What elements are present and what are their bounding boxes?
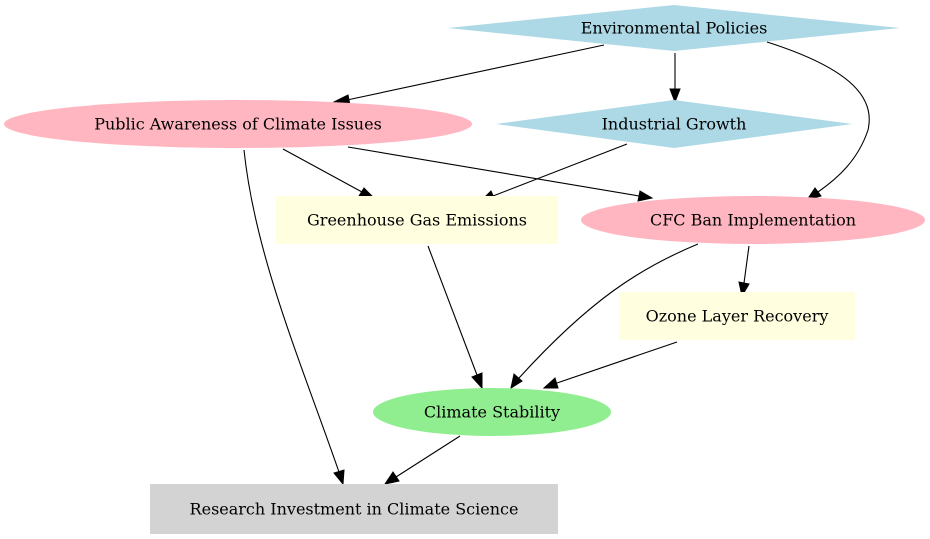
node-ozone-recovery-shape <box>619 292 855 340</box>
node-public-awareness-shape <box>4 100 472 148</box>
node-cfc-ban-shape <box>581 196 925 244</box>
node-public-awareness[interactable]: Public Awareness of Climate Issues <box>4 100 472 148</box>
node-industrial-growth[interactable]: Industrial Growth <box>496 100 852 148</box>
edge-public-awareness-to-research-investment <box>243 149 345 486</box>
edge-industrial-growth-to-greenhouse-gas <box>479 143 628 202</box>
node-industrial-growth-shape <box>496 100 852 148</box>
node-environmental-policies-label: Environmental Policies <box>581 19 768 38</box>
node-public-awareness-label: Public Awareness of Climate Issues <box>94 115 382 134</box>
edge-ozone-recovery-to-climate-stability <box>542 341 678 389</box>
edges <box>243 41 870 486</box>
edge-cfc-ban-to-ozone-recovery <box>738 245 750 298</box>
node-ozone-recovery-label: Ozone Layer Recovery <box>646 307 829 326</box>
edge-climate-stability-to-research-investment <box>383 435 461 485</box>
edge-public-awareness-to-cfc-ban <box>347 146 654 202</box>
edge-greenhouse-gas-to-climate-stability <box>427 245 483 390</box>
node-climate-stability-shape <box>373 388 611 436</box>
edge-cfc-ban-to-climate-stability <box>510 243 699 390</box>
nodes: Environmental Policies Public Awareness … <box>4 5 925 534</box>
node-cfc-ban[interactable]: CFC Ban Implementation <box>581 196 925 244</box>
node-ozone-recovery[interactable]: Ozone Layer Recovery <box>619 292 855 340</box>
node-environmental-policies-shape <box>448 5 900 51</box>
node-research-investment-shape <box>150 484 558 534</box>
node-greenhouse-gas[interactable]: Greenhouse Gas Emissions <box>276 196 558 244</box>
edge-environmental-policies-to-industrial-growth <box>669 53 681 104</box>
node-cfc-ban-label: CFC Ban Implementation <box>650 211 856 230</box>
edge-public-awareness-to-greenhouse-gas <box>282 148 376 199</box>
node-climate-stability-label: Climate Stability <box>424 403 560 422</box>
node-research-investment[interactable]: Research Investment in Climate Science <box>150 484 558 534</box>
node-environmental-policies[interactable]: Environmental Policies <box>448 5 900 51</box>
node-greenhouse-gas-label: Greenhouse Gas Emissions <box>307 211 527 230</box>
node-industrial-growth-label: Industrial Growth <box>602 115 747 134</box>
node-climate-stability[interactable]: Climate Stability <box>373 388 611 436</box>
edge-environmental-policies-to-public-awareness <box>332 44 605 106</box>
node-greenhouse-gas-shape <box>276 196 558 244</box>
node-research-investment-label: Research Investment in Climate Science <box>190 500 519 519</box>
